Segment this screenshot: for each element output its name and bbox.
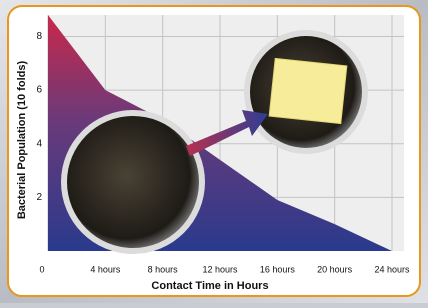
y-tick-label: 4 xyxy=(36,138,42,149)
y-axis-label: Bacterial Population (10 folds) xyxy=(16,61,28,220)
x-tick-label: 16 hours xyxy=(260,264,296,274)
dish xyxy=(67,116,199,248)
paper-sheet xyxy=(269,58,347,123)
x-axis-label: Contact Time in Hours xyxy=(151,280,268,292)
x-tick-label: 12 hours xyxy=(202,264,238,274)
x-tick-label: 4 hours xyxy=(90,264,121,274)
y-tick-label: 2 xyxy=(36,192,42,203)
x-tick-label: 20 hours xyxy=(317,264,353,274)
x-tick-label: 0 xyxy=(39,264,44,274)
x-tick-label: 24 hours xyxy=(374,264,410,274)
y-tick-label: 6 xyxy=(36,85,42,96)
chart: Contact Time in Hours Bacterial Populati… xyxy=(0,0,428,303)
x-tick-label: 8 hours xyxy=(148,264,179,274)
y-tick-label: 8 xyxy=(36,31,42,42)
